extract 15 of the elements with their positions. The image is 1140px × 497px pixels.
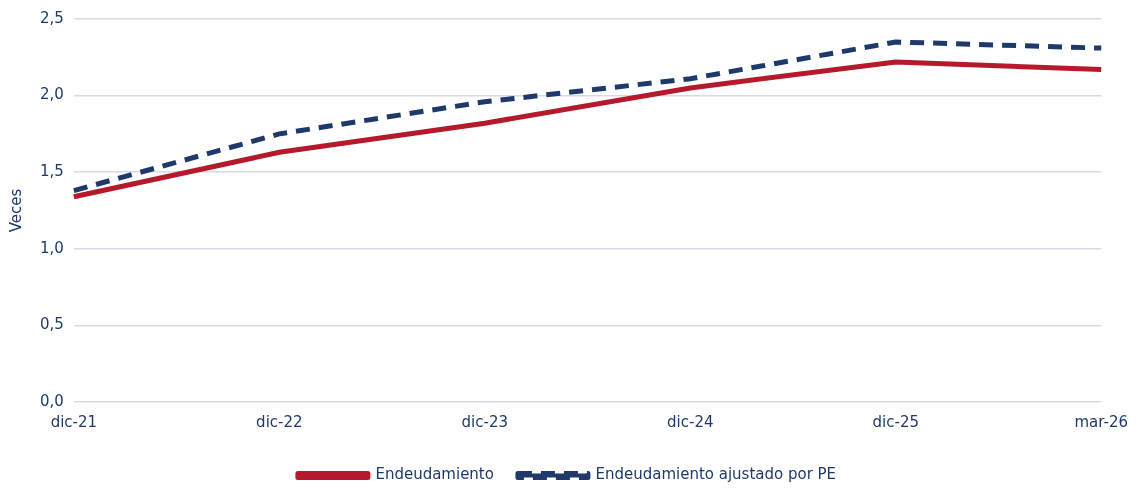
y-tick-label: 2,5 (40, 8, 64, 27)
x-tick-label: dic-25 (872, 412, 919, 431)
y-tick-label: 0,5 (40, 315, 64, 334)
legend-label: Endeudamiento (375, 465, 494, 484)
x-tick-label: dic-22 (256, 412, 303, 431)
x-tick-label: dic-21 (50, 412, 98, 431)
y-tick-label: 2,0 (40, 85, 64, 104)
y-tick-label: 0,0 (40, 391, 64, 410)
y-tick-label: 1,0 (40, 238, 64, 257)
x-tick-label: dic-24 (667, 412, 714, 431)
x-tick-label: dic-23 (461, 412, 509, 431)
legend-label: Endeudamiento ajustado por PE (595, 465, 837, 484)
y-tick-label: 1,5 (40, 162, 64, 181)
x-tick-label: mar-26 (1074, 412, 1128, 431)
y-axis-title: Veces (6, 188, 25, 233)
